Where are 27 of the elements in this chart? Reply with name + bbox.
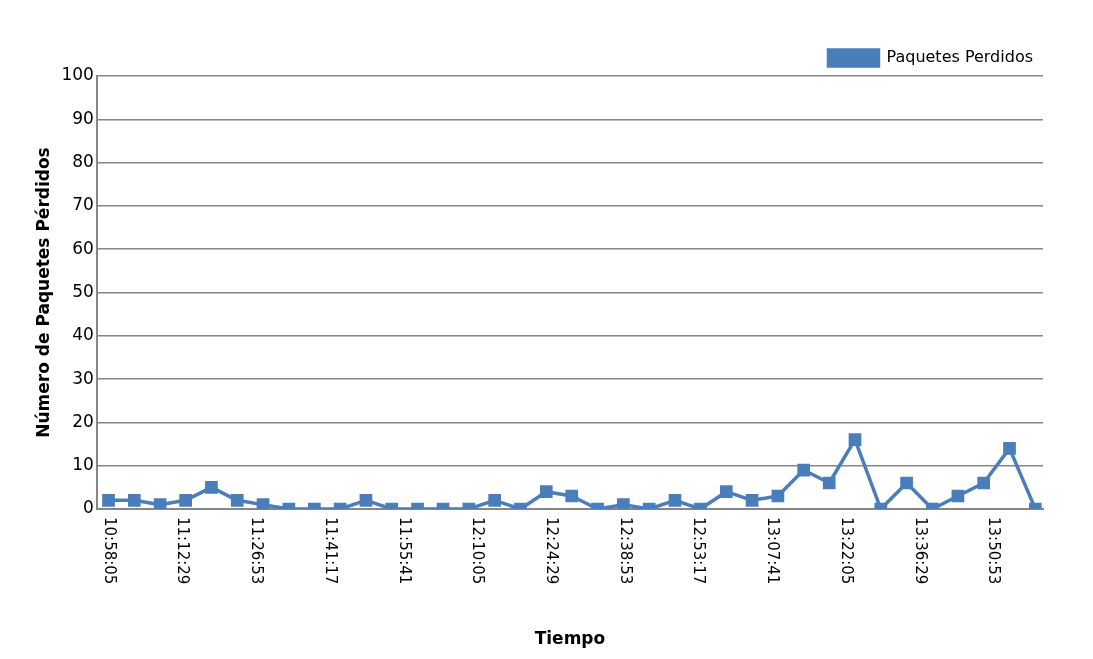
x-axis-title: Tiempo [534,628,606,649]
x-tick-label: 11:12:29 [174,517,193,585]
y-tick-label: 30 [72,367,94,388]
x-tick-label: 12:24:29 [542,517,561,585]
x-tick-label: 11:41:17 [321,517,340,585]
y-axis-title: Número de Paquetes Pérdidos [32,147,53,438]
y-tick-label: 60 [72,237,94,258]
x-tick-label: 10:58:05 [100,517,119,585]
y-tick-label: 100 [61,64,94,85]
y-tick-label: 40 [72,324,94,345]
x-tick-label: 12:53:17 [690,517,709,585]
x-tick-label: 13:50:53 [985,517,1004,585]
y-tick-label: 90 [72,107,94,128]
x-tick-label: 11:55:41 [395,517,414,585]
legend-label: Paquetes Perdidos [886,47,1033,67]
x-tick-label: 13:22:05 [837,517,856,585]
y-tick-label: 80 [72,151,94,172]
y-tick-label: 0 [83,497,94,518]
x-tick-label: 13:07:41 [764,517,783,585]
y-tick-label: 70 [72,194,94,215]
x-tick-label: 12:38:53 [616,517,635,585]
y-tick-label: 20 [72,410,94,431]
x-tick-label: 13:36:29 [911,517,930,585]
x-tick-label: 12:10:05 [469,517,488,585]
x-tick-label: 11:26:53 [248,517,267,585]
y-tick-label: 10 [72,454,94,475]
y-tick-label: 50 [72,280,94,301]
